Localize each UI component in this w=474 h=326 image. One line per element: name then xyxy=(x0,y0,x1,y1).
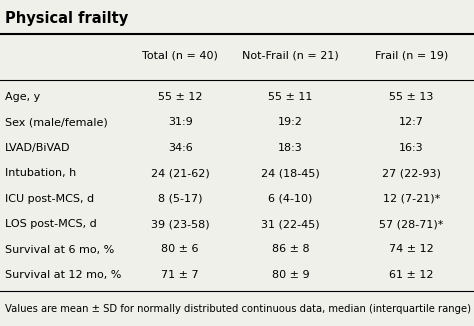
Text: 39 (23-58): 39 (23-58) xyxy=(151,219,210,229)
Text: 24 (18-45): 24 (18-45) xyxy=(261,168,319,178)
Text: 8 (5-17): 8 (5-17) xyxy=(158,194,202,204)
Text: 74 ± 12: 74 ± 12 xyxy=(389,244,434,255)
Text: Age, y: Age, y xyxy=(5,92,40,102)
Text: 61 ± 12: 61 ± 12 xyxy=(389,270,433,280)
Text: LOS post-MCS, d: LOS post-MCS, d xyxy=(5,219,97,229)
Text: 27 (22-93): 27 (22-93) xyxy=(382,168,441,178)
Text: LVAD/BiVAD: LVAD/BiVAD xyxy=(5,143,70,153)
Text: 6 (4-10): 6 (4-10) xyxy=(268,194,312,204)
Text: 55 ± 13: 55 ± 13 xyxy=(389,92,433,102)
Text: Frail (n = 19): Frail (n = 19) xyxy=(374,51,448,61)
Text: 24 (21-62): 24 (21-62) xyxy=(151,168,210,178)
Text: Intubation, h: Intubation, h xyxy=(5,168,76,178)
Text: 80 ± 6: 80 ± 6 xyxy=(161,244,199,255)
Text: Not-Frail (n = 21): Not-Frail (n = 21) xyxy=(242,51,339,61)
Text: 31 (22-45): 31 (22-45) xyxy=(261,219,319,229)
Text: 34:6: 34:6 xyxy=(168,143,192,153)
Text: 16:3: 16:3 xyxy=(399,143,423,153)
Text: 18:3: 18:3 xyxy=(278,143,303,153)
Text: Survival at 12 mo, %: Survival at 12 mo, % xyxy=(5,270,121,280)
Text: 31:9: 31:9 xyxy=(168,117,192,127)
Text: Sex (male/female): Sex (male/female) xyxy=(5,117,108,127)
Text: Physical frailty: Physical frailty xyxy=(5,11,128,26)
Text: 71 ± 7: 71 ± 7 xyxy=(161,270,199,280)
Text: 86 ± 8: 86 ± 8 xyxy=(272,244,309,255)
Text: Values are mean ± SD for normally distributed continuous data, median (interquar: Values are mean ± SD for normally distri… xyxy=(5,304,474,314)
Text: 12:7: 12:7 xyxy=(399,117,424,127)
Text: 55 ± 12: 55 ± 12 xyxy=(158,92,202,102)
Text: Survival at 6 mo, %: Survival at 6 mo, % xyxy=(5,244,114,255)
Text: 19:2: 19:2 xyxy=(278,117,303,127)
Text: 12 (7-21)*: 12 (7-21)* xyxy=(383,194,440,204)
Text: 57 (28-71)*: 57 (28-71)* xyxy=(379,219,443,229)
Text: ICU post-MCS, d: ICU post-MCS, d xyxy=(5,194,94,204)
Text: Total (n = 40): Total (n = 40) xyxy=(142,51,218,61)
Text: 55 ± 11: 55 ± 11 xyxy=(268,92,312,102)
Text: 80 ± 9: 80 ± 9 xyxy=(272,270,309,280)
